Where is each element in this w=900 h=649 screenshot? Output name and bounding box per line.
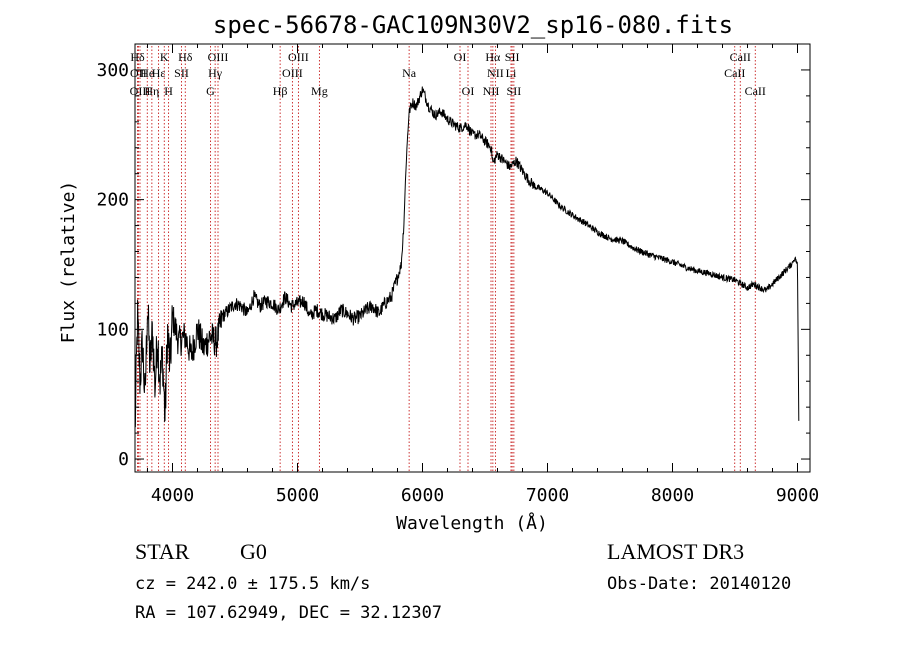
plot-frame [134, 43, 811, 473]
flux-series-line [134, 86, 800, 428]
line-label: K [160, 50, 169, 64]
y-tick-label: 300 [96, 60, 129, 81]
x-axis-ticks: 4000 5000 6000 7000 8000 9000 [147, 44, 819, 506]
line-label: SII [174, 66, 189, 80]
line-label: NII [483, 84, 500, 98]
line-label: CaII [730, 50, 751, 64]
line-label: Hδ [130, 50, 145, 64]
x-axis-label: Wavelength (Å) [396, 512, 548, 534]
line-label: CaII [724, 66, 745, 80]
y-axis-ticks: 0 100 200 300 [96, 43, 810, 470]
ra-dec-coordinates: RA = 107.62949, DEC = 32.12307 [135, 603, 443, 623]
x-tick-label: 6000 [401, 485, 444, 506]
observation-date: Obs-Date: 20140120 [607, 574, 792, 594]
line-label: OI [454, 50, 467, 64]
line-label: Na [402, 66, 417, 80]
y-axis-label: Flux (relative) [58, 181, 79, 344]
line-label: Hβ [273, 84, 288, 98]
chart-title: spec-56678-GAC109N30V2_sp16-080.fits [213, 11, 733, 39]
x-tick-label: 4000 [151, 485, 194, 506]
x-tick-label: 7000 [526, 485, 569, 506]
y-tick-label: 100 [96, 319, 129, 340]
x-tick-label: 9000 [776, 485, 819, 506]
line-label: Hη [144, 84, 159, 98]
line-label: OI [462, 84, 475, 98]
line-label: OIII [208, 50, 229, 64]
line-label: Hα [485, 50, 501, 64]
line-label: Li [506, 66, 517, 80]
line-label: SII [507, 84, 522, 98]
x-tick-label: 5000 [276, 485, 319, 506]
line-label: CaII [745, 84, 766, 98]
redshift-cz: cz = 242.0 ± 175.5 km/s [135, 574, 371, 594]
object-class: STAR [135, 539, 190, 564]
line-label: SII [505, 50, 520, 64]
object-subclass: G0 [240, 539, 267, 564]
line-label: Hδ [178, 50, 193, 64]
line-label: OIII [288, 50, 309, 64]
line-label: H [164, 84, 173, 98]
line-label: OIII [282, 66, 303, 80]
line-label: Mg [311, 84, 328, 98]
spectral-line-markers [137, 46, 756, 472]
line-label: NII [487, 66, 504, 80]
line-label: Hε [152, 66, 166, 80]
survey-name: LAMOST DR3 [607, 539, 745, 564]
line-label: Hγ [208, 66, 223, 80]
line-label: G [206, 84, 215, 98]
x-tick-label: 8000 [651, 485, 694, 506]
y-tick-label: 0 [118, 449, 129, 470]
y-tick-label: 200 [96, 190, 129, 211]
